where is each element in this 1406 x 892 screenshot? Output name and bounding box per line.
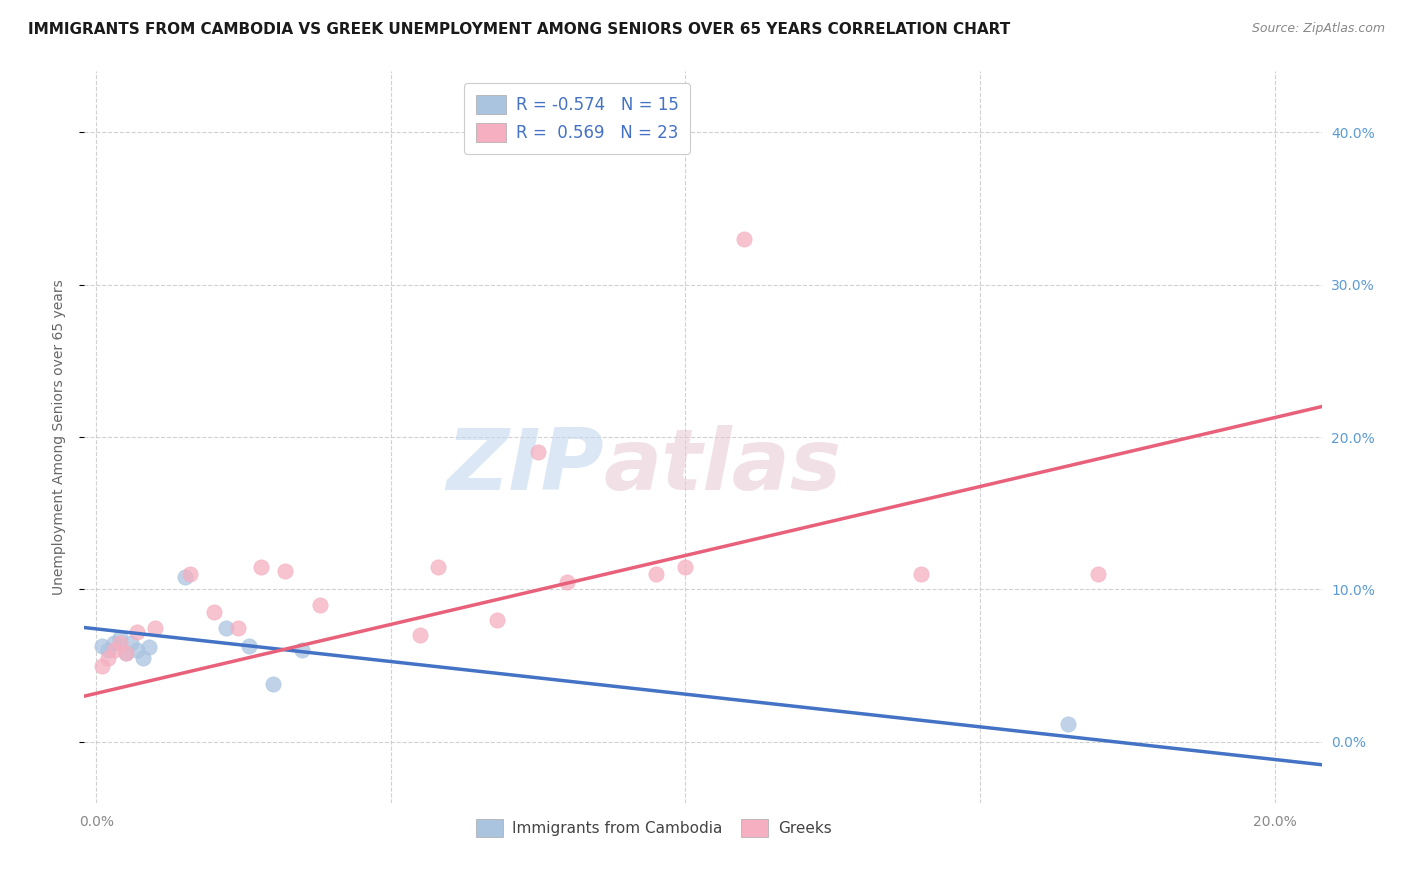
Text: IMMIGRANTS FROM CAMBODIA VS GREEK UNEMPLOYMENT AMONG SENIORS OVER 65 YEARS CORRE: IMMIGRANTS FROM CAMBODIA VS GREEK UNEMPL…: [28, 22, 1011, 37]
Y-axis label: Unemployment Among Seniors over 65 years: Unemployment Among Seniors over 65 years: [52, 279, 66, 595]
Text: ZIP: ZIP: [446, 425, 605, 508]
Text: atlas: atlas: [605, 425, 842, 508]
Legend: Immigrants from Cambodia, Greeks: Immigrants from Cambodia, Greeks: [470, 813, 838, 843]
Text: Source: ZipAtlas.com: Source: ZipAtlas.com: [1251, 22, 1385, 36]
